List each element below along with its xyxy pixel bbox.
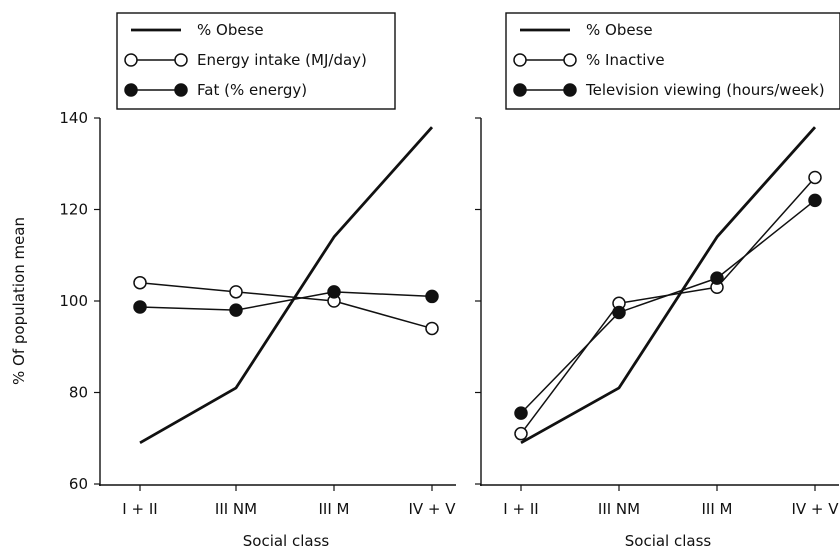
data-point-energy-intake-mj-day-iii-nm <box>229 285 243 299</box>
legend-marker-television-viewing-hours-week-2-1 <box>513 83 527 97</box>
legend-marker-energy-intake-mj-day-1-2 <box>174 53 188 67</box>
data-point-inactive-i-ii <box>514 426 528 441</box>
x-axis-title-2: Social class <box>625 532 712 550</box>
legend-label-inactive-2: % Inactive <box>586 51 665 69</box>
data-point-television-viewing-hours-week-i-ii <box>514 406 528 420</box>
x-tick-label-iii-nm: III NM <box>215 500 257 518</box>
series-line-obese-2 <box>520 126 817 445</box>
x-tick-label-i-ii: I + II <box>503 500 538 518</box>
y-axis-title: % Of population mean <box>10 217 28 385</box>
legend-marker-energy-intake-mj-day-1-1 <box>124 53 138 67</box>
data-point-energy-intake-mj-day-iv-v <box>425 321 439 336</box>
series-line-fat-energy-1 <box>139 291 433 311</box>
data-point-inactive-iv-v <box>808 170 822 185</box>
data-point-television-viewing-hours-week-iv-v <box>808 193 822 208</box>
data-point-television-viewing-hours-week-iii-nm <box>612 305 626 320</box>
x-tick-label-iv-v: IV + V <box>408 500 456 518</box>
x-tick-label-i-ii: I + II <box>122 500 157 518</box>
x-axis-title-1: Social class <box>243 532 330 550</box>
legend-box-1 <box>116 12 396 110</box>
legend-label-obese-2: % Obese <box>586 21 653 39</box>
legend-marker-fat-energy-1-1 <box>124 83 138 97</box>
y-tick-label-80: 80 <box>69 384 88 402</box>
x-tick-label-iv-v: IV + V <box>791 500 839 518</box>
data-point-fat-energy-i-ii <box>133 300 147 314</box>
legend-marker-fat-energy-1-2 <box>174 83 188 97</box>
data-point-energy-intake-mj-day-i-ii <box>133 275 147 290</box>
legend-marker-television-viewing-hours-week-2-2 <box>563 83 577 97</box>
y-tick-label-100: 100 <box>59 292 88 310</box>
legend-label-television-viewing-hours-week-2: Television viewing (hours/week) <box>585 81 825 99</box>
x-tick-label-iii-m: III M <box>319 500 350 518</box>
legend-label-fat-energy-1: Fat (% energy) <box>197 81 307 99</box>
legend-marker-inactive-2-2 <box>563 53 577 67</box>
series-line-inactive-2 <box>520 176 816 435</box>
y-tick-label-140: 140 <box>59 109 88 127</box>
data-point-television-viewing-hours-week-iii-m <box>710 271 724 285</box>
series-line-energy-intake-mj-day-1 <box>139 281 433 330</box>
x-tick-label-iii-m: III M <box>702 500 733 518</box>
legend-marker-inactive-2-1 <box>513 53 527 67</box>
series-line-television-viewing-hours-week-2 <box>520 199 816 414</box>
series-line-obese-1 <box>139 126 434 445</box>
legend-label-energy-intake-mj-day-1: Energy intake (MJ/day) <box>197 51 367 69</box>
legend-label-obese-1: % Obese <box>197 21 264 39</box>
data-point-fat-energy-iii-nm <box>229 303 243 317</box>
data-point-fat-energy-iv-v <box>425 289 439 304</box>
x-tick-label-iii-nm: III NM <box>598 500 640 518</box>
y-tick-label-120: 120 <box>59 201 88 219</box>
y-tick-label-60: 60 <box>69 475 88 493</box>
data-point-fat-energy-iii-m <box>327 285 341 299</box>
